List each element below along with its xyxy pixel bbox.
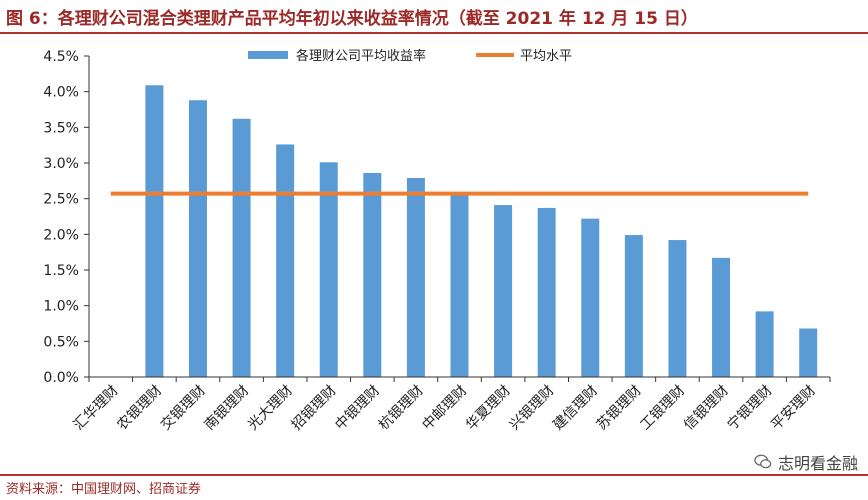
bar: [712, 257, 731, 377]
bar: [406, 177, 425, 377]
bar: [232, 118, 251, 378]
figure-title: 图 6：各理财公司混合类理财产品平均年初以来收益率情况（截至 2021 年 12…: [6, 9, 698, 29]
x-tick-label: 平安理财: [768, 383, 819, 434]
bars: [145, 85, 818, 378]
y-tick-label: 4.0%: [43, 85, 79, 101]
legend-label-line: 平均水平: [520, 49, 572, 64]
bar: [188, 100, 207, 377]
footer-rule: [0, 474, 868, 476]
bar: [624, 235, 643, 377]
y-tick-label: 2.5%: [43, 192, 79, 208]
x-axis: 汇华理财农银理财交银理财南银理财光大理财招银理财中银理财杭银理财中邮理财华夏理财…: [71, 376, 831, 434]
bar-chart: 各理财公司平均收益率 平均水平 0.0% 0.5% 1.0% 1.5% 2.0% 2.5%…: [43, 48, 831, 434]
x-tick-label: 交银理财: [157, 382, 209, 434]
x-tick-label: 招银理财: [289, 383, 340, 434]
chart-legend: 各理财公司平均收益率 平均水平: [248, 48, 572, 64]
x-tick-label: 华夏理财: [463, 383, 514, 434]
x-tick-label: 汇华理财: [71, 383, 122, 434]
x-tick-label: 苏银理财: [594, 383, 645, 434]
x-tick-label: 杭银理财: [376, 383, 427, 434]
watermark: 志明看金融: [754, 450, 858, 474]
wechat-icon: [754, 454, 772, 469]
legend-label-bar: 各理财公司平均收益率: [296, 48, 426, 64]
bar: [799, 328, 818, 377]
x-tick-label: 南银理财: [201, 383, 252, 434]
bar: [319, 162, 338, 377]
legend-swatch-bar: [248, 51, 288, 59]
bar: [494, 205, 513, 377]
x-tick-label: 建信理财: [550, 383, 601, 434]
title-rule: [0, 32, 868, 34]
y-tick-label: 2.0%: [43, 227, 79, 243]
y-tick-label: 1.0%: [43, 299, 79, 315]
bar: [755, 311, 774, 377]
x-tick-label: 农银理财: [114, 383, 165, 434]
x-tick-label: 宁银理财: [724, 382, 776, 434]
y-tick-label: 0.5%: [43, 334, 79, 350]
source-note: 资料来源：中国理财网、招商证券: [6, 482, 202, 497]
x-tick-label: 中银理财: [332, 383, 383, 434]
bar: [276, 144, 295, 377]
x-tick-label: 兴银理财: [507, 383, 558, 434]
y-tick-label: 3.0%: [43, 156, 79, 172]
watermark-text: 志明看金融: [777, 454, 858, 473]
y-tick-label: 0.0%: [43, 370, 79, 386]
x-tick-label: 光大理财: [245, 383, 296, 434]
bar: [145, 85, 164, 377]
x-tick-label: 中邮理财: [419, 383, 470, 434]
x-tick-label: 工银理财: [637, 383, 688, 434]
y-axis: 0.0% 0.5% 1.0% 1.5% 2.0% 2.5% 3.0% 3.5% 4.0% 4.5%: [43, 49, 90, 386]
y-tick-label: 4.5%: [43, 49, 79, 65]
y-tick-label: 3.5%: [43, 120, 79, 136]
x-tick-label: 信银理财: [681, 383, 732, 434]
bar: [668, 240, 687, 377]
bar: [537, 207, 556, 377]
bar: [581, 218, 600, 377]
bar: [363, 172, 382, 377]
y-tick-label: 1.5%: [43, 263, 79, 279]
bar: [450, 195, 469, 377]
